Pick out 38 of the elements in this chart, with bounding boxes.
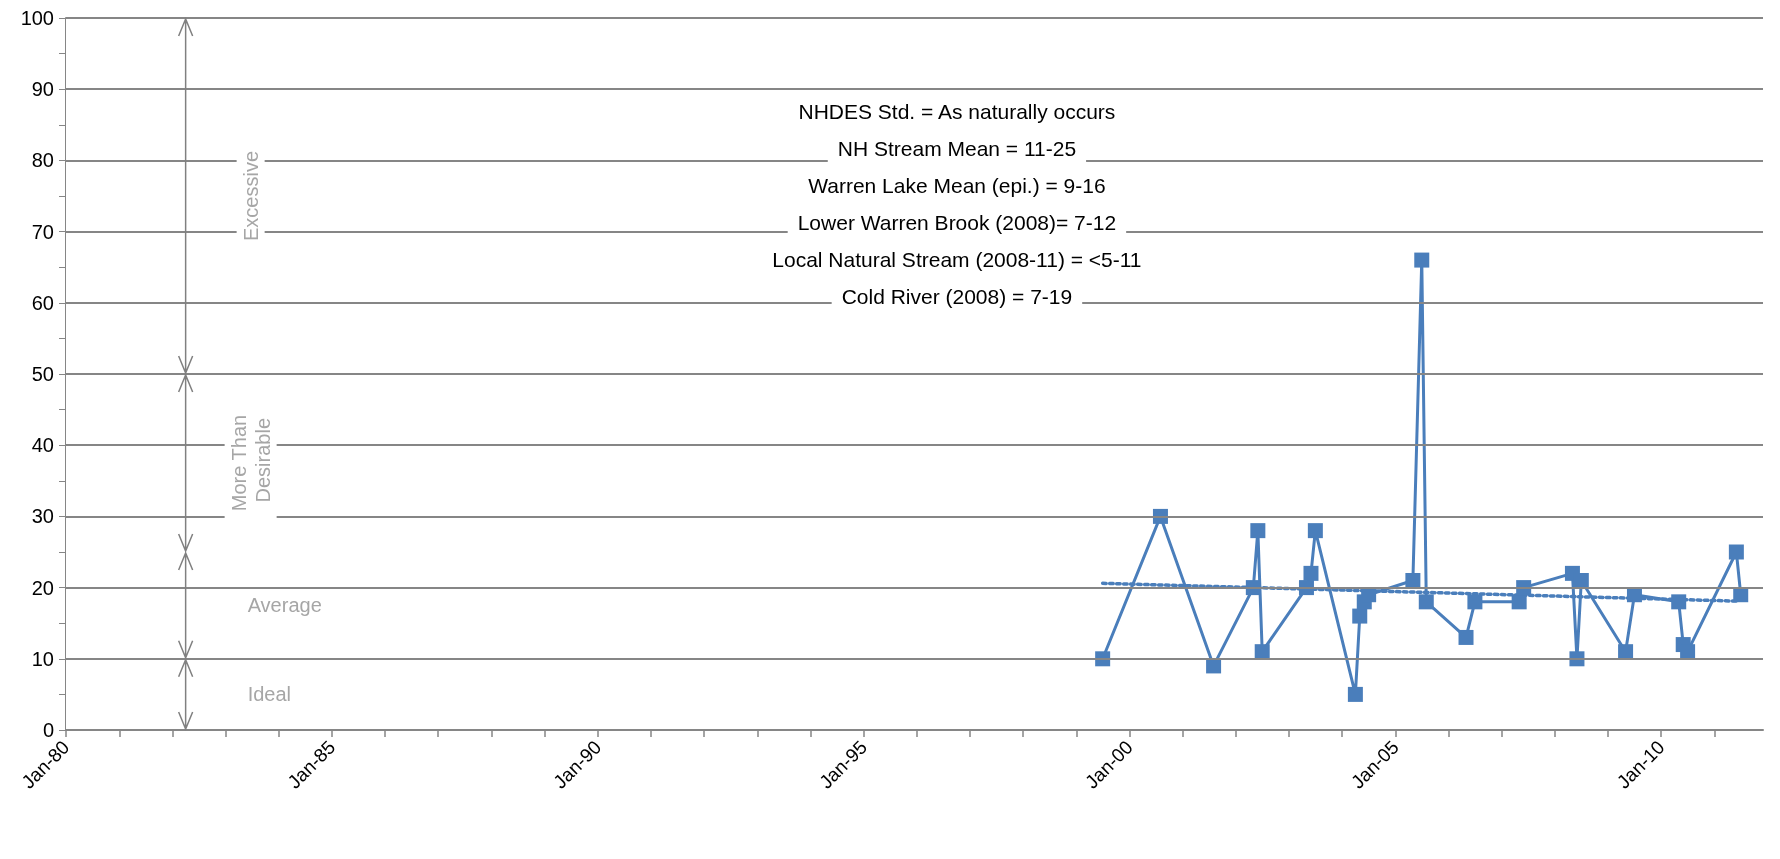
point (1418, 594, 1434, 610)
point (1573, 572, 1589, 588)
point (1458, 629, 1474, 645)
y-tick-label: 60 (31, 291, 54, 314)
point (1347, 686, 1363, 702)
annotation: Local Natural Stream (2008-11) = <5-11 (772, 248, 1142, 272)
y-tick-label: 100 (20, 7, 54, 29)
band-label: More Than Desirable (227, 414, 274, 512)
point (1254, 644, 1270, 660)
annotation: Warren Lake Mean (epi.) = 9-16 (808, 174, 1106, 198)
point (1467, 594, 1483, 610)
y-tick-label: 0 (42, 719, 54, 741)
y-tick-label: 50 (31, 363, 54, 385)
point (1250, 523, 1266, 539)
y-tick-label: 40 (31, 434, 54, 457)
point (1414, 252, 1430, 268)
band-label: Ideal (247, 683, 292, 706)
annotation: Cold River (2008) = 7-19 (841, 285, 1073, 309)
point (1511, 594, 1527, 610)
band-label: Average (247, 594, 322, 617)
y-tick-label: 80 (31, 149, 54, 172)
point (1728, 544, 1744, 560)
band-label: Excessive (239, 150, 262, 242)
point (1671, 594, 1687, 610)
y-tick-label: 90 (31, 78, 54, 101)
point (1352, 608, 1368, 624)
annotation: NHDES Std. = As naturally occurs (798, 100, 1116, 124)
point (1405, 572, 1421, 588)
y-tick-label: 10 (31, 647, 54, 670)
point (1680, 644, 1696, 660)
point (1303, 565, 1319, 581)
y-tick-label: 30 (31, 505, 54, 528)
y-tick-label: 70 (31, 220, 54, 243)
annotation: NH Stream Mean = 11-25 (837, 137, 1077, 161)
y-tick-label: 20 (31, 576, 54, 599)
point (1618, 644, 1634, 660)
point (1307, 523, 1323, 539)
annotation: Lower Warren Brook (2008)= 7-12 (797, 211, 1117, 235)
